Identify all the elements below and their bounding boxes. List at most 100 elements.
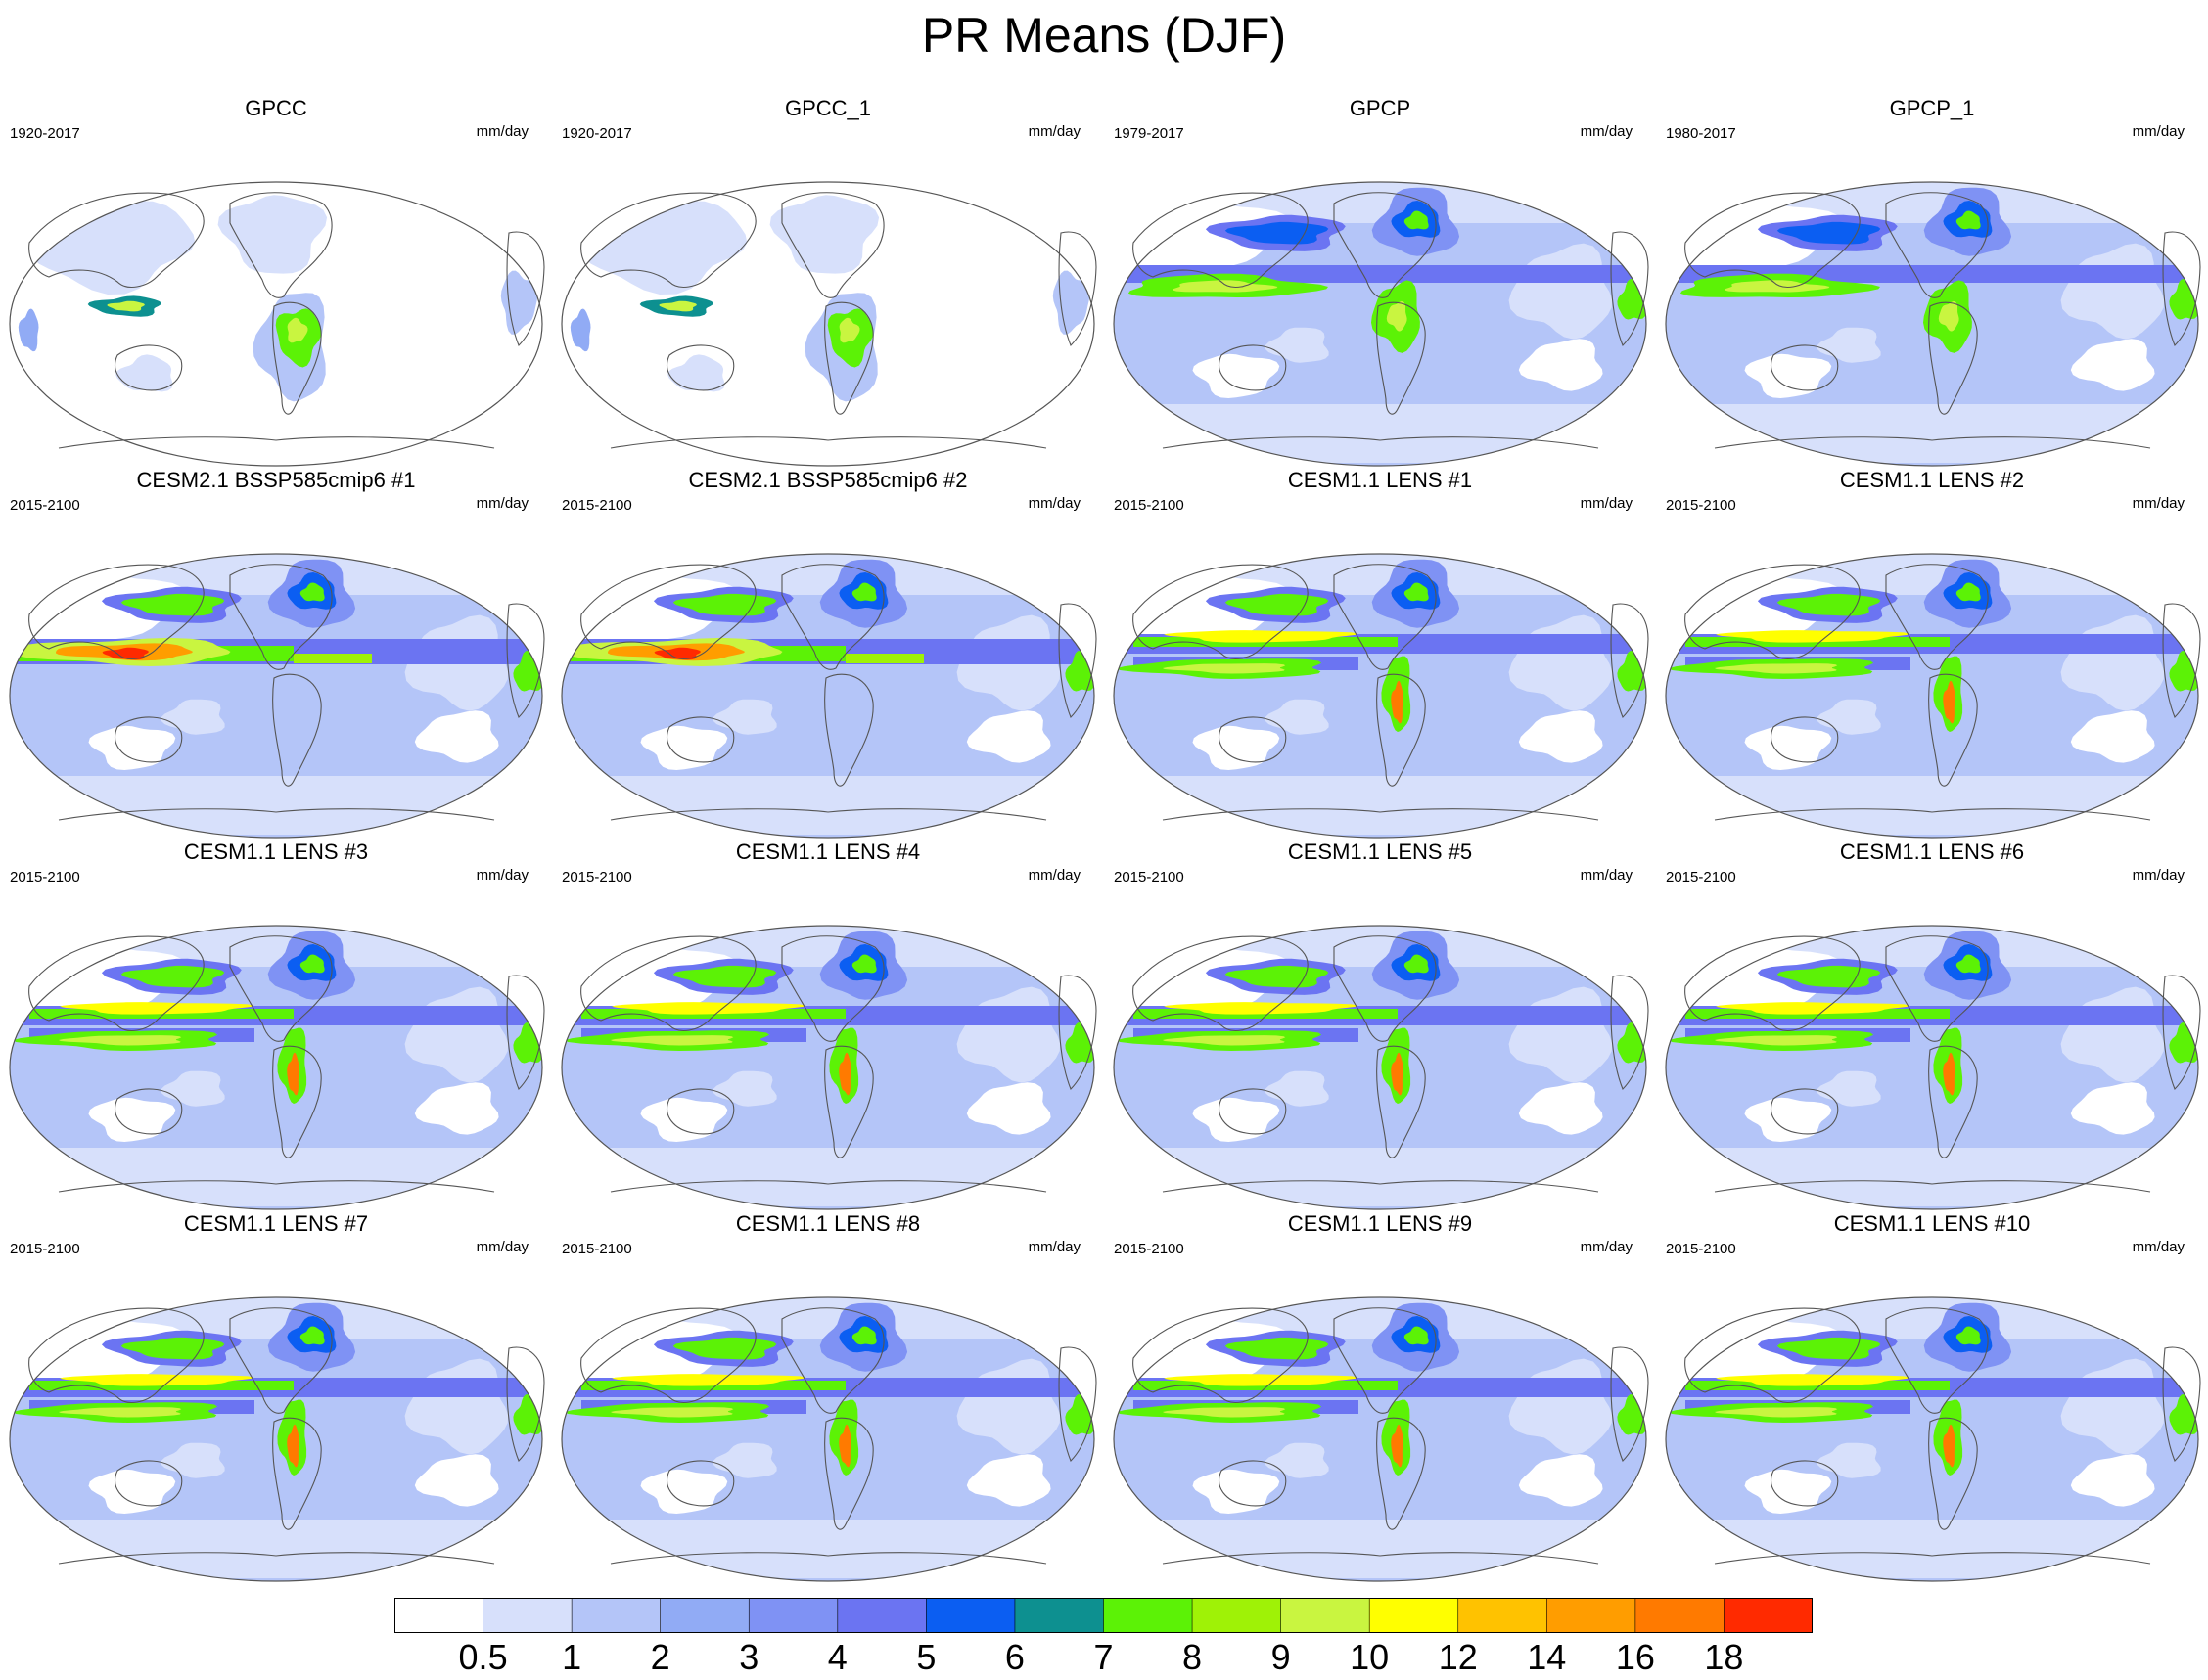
precip-contour [217,195,328,274]
precip-contour [1955,1326,1981,1345]
precip-contour [1391,680,1403,724]
precip-contour [10,554,542,595]
precip-contour [1943,1052,1955,1096]
map-outline [9,925,543,1210]
colorbar-swatch [1103,1598,1193,1633]
continent-coastline [781,1307,885,1414]
precip-map [561,1296,1097,1582]
colorbar-swatch [394,1598,484,1633]
colorbar-swatch [749,1598,839,1633]
map-panel: CESM2.1 BSSP585cmip6 #1 2015-2100 mm/day [0,468,552,840]
precip-contour [120,593,225,616]
precip-contour [1265,1442,1329,1478]
antarctica-coastline [610,1180,1047,1193]
continent-coastline [1219,716,1287,763]
precip-contour [161,1442,225,1478]
precip-contour [1164,1374,1358,1386]
panel-units: mm/day [1028,867,1081,884]
precip-contour [1518,339,1603,391]
precip-contour [1403,210,1429,230]
precip-contour [640,725,728,770]
precip-contour [2070,710,2155,763]
colorbar-swatch [1192,1598,1282,1633]
map-outline [9,1296,543,1582]
precip-contour [299,954,325,974]
map-panel: CESM1.1 LENS #8 2015-2100 mm/day [552,1211,1104,1583]
panel-units: mm/day [476,1239,529,1255]
continent-coastline [1058,1346,1097,1462]
continent-coastline [824,673,874,787]
map-outline [9,553,543,839]
precip-contour [562,1297,1094,1339]
precip-contour [1114,404,1646,463]
panel-years: 2015-2100 [562,497,632,514]
continent-coastline [667,1088,735,1135]
precip-map [1113,925,1649,1210]
panel-units: mm/day [476,867,529,884]
panel-years: 2015-2100 [1666,497,1736,514]
continent-coastline [1376,1045,1426,1158]
map-panel: CESM1.1 LENS #10 2015-2100 mm/day [1656,1211,2208,1583]
precip-contour [1114,1148,1646,1206]
precip-contour [1162,663,1286,674]
colorbar-swatch [1634,1598,1725,1633]
precip-contour [1172,280,1278,293]
map-outline [1665,925,2199,1210]
colorbar-swatch [1280,1598,1370,1633]
continent-coastline [1771,1088,1839,1135]
precip-contour [1518,1082,1603,1135]
antarctica-coastline [58,1552,495,1565]
precip-contour [640,1097,728,1142]
panel-years: 1979-2017 [1114,125,1184,142]
precip-contour [966,710,1051,763]
map-outline [561,925,1095,1210]
precip-contour [1666,1297,2198,1339]
map-field [1114,554,1649,838]
map-field [562,554,1097,838]
panel-title: CESM1.1 LENS #2 [1839,468,2025,492]
continent-coastline [229,935,333,1042]
antarctica-coastline [58,1180,495,1193]
precip-map [1665,181,2201,467]
precip-contour [58,1407,182,1418]
map-panel: CESM1.1 LENS #5 2015-2100 mm/day [1104,840,1656,1211]
continent-coastline [1333,192,1437,298]
precip-map [1665,553,2201,839]
precip-contour [1776,593,1881,616]
panel-units: mm/day [1580,495,1633,512]
panel-years: 1980-2017 [1666,125,1736,142]
panel-units: mm/day [1028,123,1081,140]
panel-title: CESM1.1 LENS #7 [183,1211,369,1236]
map-panel: CESM1.1 LENS #4 2015-2100 mm/day [552,840,1104,1211]
continent-coastline [781,192,885,298]
map-field [1666,182,2201,466]
continent-coastline [667,1460,735,1507]
colorbar-tick-label: 0.5 [458,1637,508,1677]
precip-contour [672,965,777,988]
panel-units: mm/day [1580,1239,1633,1255]
precip-map [561,925,1097,1210]
continent-coastline [824,1417,874,1530]
precip-contour [966,1082,1051,1135]
antarctica-coastline [1162,1180,1599,1193]
continent-coastline [28,935,205,1031]
continent-coastline [781,935,885,1042]
precip-contour [1052,270,1090,335]
precip-contour [610,1035,734,1046]
continent-coastline [272,1045,322,1158]
continent-coastline [580,192,757,288]
precip-contour [1955,210,1981,230]
precip-contour [1403,1326,1429,1345]
precip-contour [570,308,591,352]
continent-coastline [1610,975,1649,1090]
continent-coastline [1928,1045,1978,1158]
continent-coastline [1684,935,1861,1031]
precip-contour [1265,1070,1329,1107]
precip-contour [1114,1297,1646,1339]
precip-contour [1666,776,2198,835]
precip-contour [2070,1082,2155,1135]
map-panel: CESM1.1 LENS #6 2015-2100 mm/day [1656,840,2208,1211]
precip-contour [1114,926,1646,967]
continent-coastline [667,344,735,391]
precip-contour [414,1454,499,1507]
